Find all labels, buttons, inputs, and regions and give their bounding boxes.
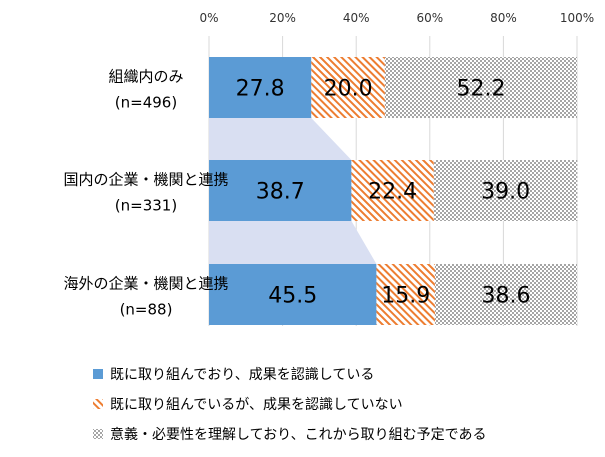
legend-swatch — [93, 429, 103, 439]
bar-segment — [209, 160, 352, 221]
category-label: 海外の企業・機関と連携 — [63, 275, 228, 293]
x-tick-label: 100% — [560, 11, 594, 25]
data-label: 45.5 — [268, 284, 317, 309]
x-tick-label: 40% — [343, 11, 370, 25]
data-label: 27.8 — [236, 77, 285, 102]
bar-segment — [434, 264, 577, 325]
category-labels: 組織内のみ (n=496) 国内の企業・機関と連携 (n=331) 海外の企業・機関と連… — [63, 68, 228, 319]
bar-segment — [433, 160, 578, 221]
legend: 既に取り組んでおり、成果を認識している既に取り組んでいるが、成果を認識していない… — [93, 367, 486, 443]
data-label: 20.0 — [324, 77, 373, 102]
data-labels: 27.8 20.0 52.2 38.7 22.4 39.0 45.5 15.9 38.6 — [236, 77, 531, 309]
category-label: 組織内のみ — [108, 68, 183, 86]
data-label: 38.7 — [256, 180, 305, 205]
bar-segment — [376, 264, 435, 325]
category-label: 国内の企業・機関と連携 — [63, 171, 228, 189]
legend-swatch — [93, 399, 103, 409]
data-label: 38.6 — [481, 284, 530, 309]
bar-segment — [384, 57, 577, 118]
data-label: 52.2 — [456, 77, 505, 102]
data-label: 22.4 — [368, 180, 417, 205]
data-label: 15.9 — [381, 284, 430, 309]
data-label: 39.0 — [481, 180, 530, 205]
bar-segment — [209, 264, 377, 325]
bar-segment — [351, 160, 434, 221]
x-tick-label: 20% — [269, 11, 296, 25]
x-tick-label: 0% — [199, 11, 218, 25]
bars — [209, 57, 578, 325]
legend-label: 既に取り組んでおり、成果を認識している — [110, 367, 374, 383]
x-axis-ticks: 0% 20% 40% 60% 80% 100% — [199, 11, 594, 25]
category-n-label: (n=331) — [115, 197, 177, 215]
legend-label: 既に取り組んでいるが、成果を認識していない — [110, 397, 403, 413]
category-n-label: (n=88) — [120, 301, 173, 319]
x-tick-label: 80% — [490, 11, 517, 25]
bar-segment — [209, 57, 312, 118]
x-tick-label: 60% — [416, 11, 443, 25]
bar-segment — [311, 57, 385, 118]
series-line-band — [209, 118, 352, 160]
legend-label: 意義・必要性を理解しており、これから取り組む予定である — [110, 426, 486, 443]
category-n-label: (n=496) — [115, 94, 177, 112]
series-lines — [209, 118, 377, 264]
legend-swatch — [93, 369, 103, 379]
series-line-band — [209, 221, 377, 264]
